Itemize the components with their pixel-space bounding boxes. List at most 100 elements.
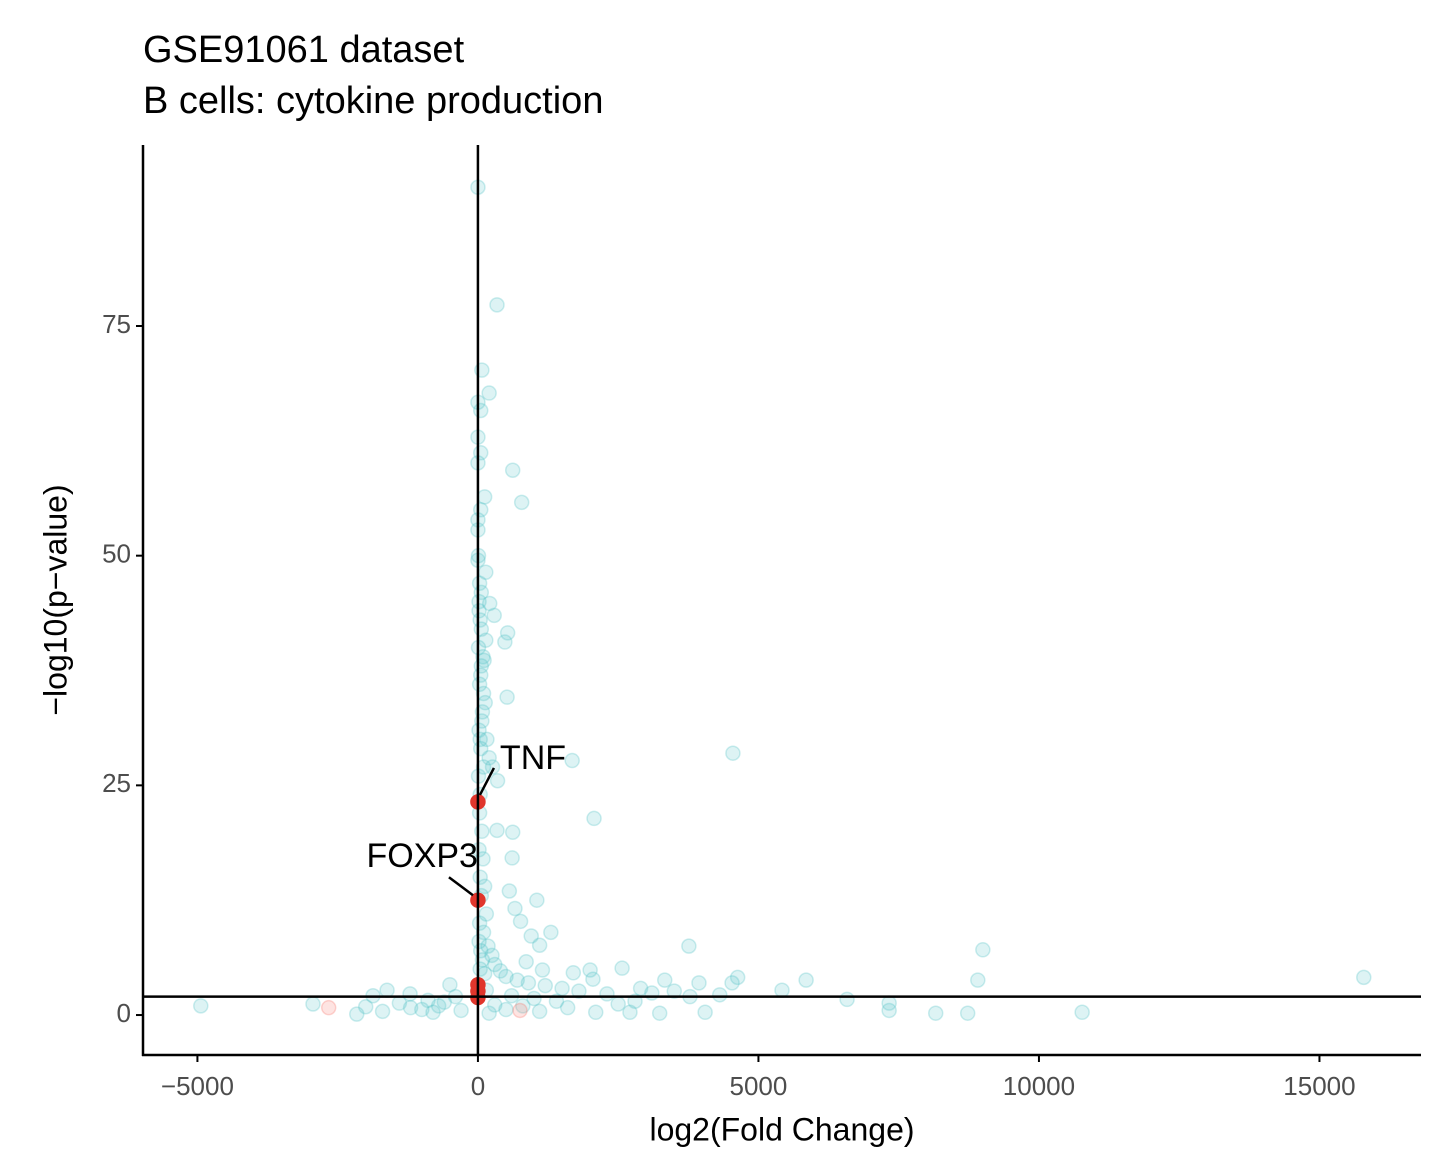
point <box>475 851 491 867</box>
point <box>481 1005 497 1021</box>
point <box>436 994 453 1010</box>
point <box>681 938 697 954</box>
point <box>1074 1004 1090 1021</box>
point <box>475 685 492 702</box>
point <box>472 612 488 628</box>
point <box>543 924 559 941</box>
point <box>504 824 521 840</box>
label-leader <box>478 767 496 796</box>
point <box>425 1004 441 1021</box>
point <box>614 960 630 976</box>
point <box>632 980 649 997</box>
point <box>531 1003 548 1020</box>
point <box>774 982 790 998</box>
label-leader <box>448 876 474 897</box>
point <box>499 689 515 705</box>
y-axis-title: −log10(p−value) <box>37 484 73 715</box>
point <box>414 1001 430 1018</box>
point <box>501 883 518 899</box>
y-tick-label: 75 <box>102 309 131 339</box>
point <box>442 976 458 993</box>
chart-title: GSE91061 dataset <box>143 29 465 71</box>
point <box>499 625 516 641</box>
point <box>402 999 419 1016</box>
point <box>534 962 551 978</box>
point <box>471 575 488 591</box>
point <box>504 850 520 866</box>
point <box>472 731 488 748</box>
point <box>477 694 493 711</box>
point <box>504 462 521 478</box>
point <box>959 1005 976 1021</box>
point <box>559 999 576 1016</box>
point <box>472 869 488 885</box>
y-tick-label: 25 <box>102 768 131 798</box>
point <box>489 822 505 839</box>
x-tick-label: 10000 <box>1003 1071 1075 1101</box>
point <box>484 947 500 964</box>
point <box>565 965 582 981</box>
point <box>472 402 489 419</box>
point <box>379 982 395 998</box>
point <box>839 991 855 1008</box>
point <box>729 969 746 986</box>
point <box>498 1001 514 1018</box>
point <box>697 1004 713 1021</box>
point <box>564 752 580 769</box>
point <box>486 607 502 624</box>
point <box>622 1004 638 1021</box>
point <box>193 998 209 1014</box>
point <box>480 938 496 954</box>
point <box>487 956 503 973</box>
point <box>651 1005 668 1021</box>
point <box>430 998 447 1014</box>
point <box>487 997 503 1013</box>
point <box>526 990 542 1007</box>
y-tick-label: 50 <box>102 539 131 569</box>
point <box>484 759 501 775</box>
point <box>582 962 598 978</box>
point <box>1356 969 1372 986</box>
point <box>475 924 492 941</box>
point <box>725 745 741 761</box>
point <box>497 634 513 650</box>
point <box>881 1002 897 1019</box>
point-label: TNF <box>500 739 566 777</box>
point <box>586 810 602 827</box>
point <box>512 913 529 930</box>
point <box>512 1002 528 1019</box>
point <box>489 297 505 313</box>
point <box>798 972 814 988</box>
point <box>320 999 337 1016</box>
point <box>357 999 374 1015</box>
point <box>537 977 554 994</box>
point <box>520 975 537 991</box>
point <box>711 987 728 1003</box>
point <box>554 980 570 997</box>
point <box>518 953 534 970</box>
point <box>471 915 488 931</box>
point <box>472 667 489 683</box>
point <box>610 996 626 1012</box>
point <box>472 961 488 977</box>
point <box>481 595 498 612</box>
point-label: FOXP3 <box>366 837 477 875</box>
point <box>666 983 683 999</box>
point <box>498 968 514 985</box>
x-axis-title: log2(Fold Change) <box>649 1111 914 1147</box>
point <box>348 1006 365 1022</box>
x-tick-label: 15000 <box>1283 1071 1355 1101</box>
point <box>513 494 530 511</box>
point <box>475 759 492 775</box>
point <box>481 750 497 766</box>
x-tick-label: −5000 <box>161 1071 234 1101</box>
point <box>691 975 707 991</box>
point <box>585 971 601 987</box>
point <box>724 975 740 991</box>
chart-subtitle: B cells: cytokine production <box>143 80 603 122</box>
point <box>475 648 491 665</box>
point <box>529 892 545 908</box>
point <box>374 1003 391 1020</box>
point <box>476 489 493 505</box>
